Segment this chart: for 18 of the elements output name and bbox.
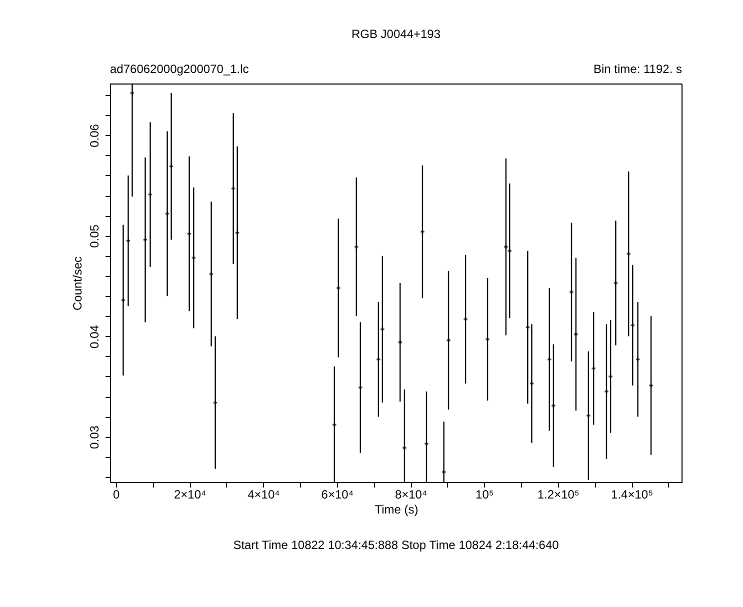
x-axis-title: Time (s) bbox=[374, 502, 418, 516]
x-tick-label: 8×10⁴ bbox=[394, 488, 428, 502]
x-tick-label: 6×10⁴ bbox=[321, 488, 354, 502]
y-axis-title: Count/sec bbox=[70, 256, 84, 311]
text: ad76062000g200070_1.lc bbox=[110, 62, 249, 76]
x-tick-label: 1.2×10⁵ bbox=[537, 488, 580, 502]
y-tick-label: 0.06 bbox=[88, 124, 102, 148]
x-tick-label: 1.4×10⁵ bbox=[611, 488, 654, 502]
x-tick-label: 10⁵ bbox=[476, 488, 494, 502]
chart-title: RGB J0044+193 bbox=[351, 27, 441, 41]
y-tick-label: 0.05 bbox=[88, 224, 102, 248]
text: Start Time 10822 10:34:45:888 Stop Time 10824 2:18:44:640 bbox=[233, 538, 560, 552]
y-tick-label: 0.04 bbox=[88, 324, 102, 348]
x-tick-label: 0 bbox=[113, 488, 120, 502]
x-tick-label: 4×10⁴ bbox=[248, 488, 280, 502]
x-tick-label: 2×10⁴ bbox=[174, 488, 206, 502]
y-tick-label: 0.03 bbox=[88, 425, 102, 449]
text: Bin time: 1192. s bbox=[594, 62, 682, 76]
